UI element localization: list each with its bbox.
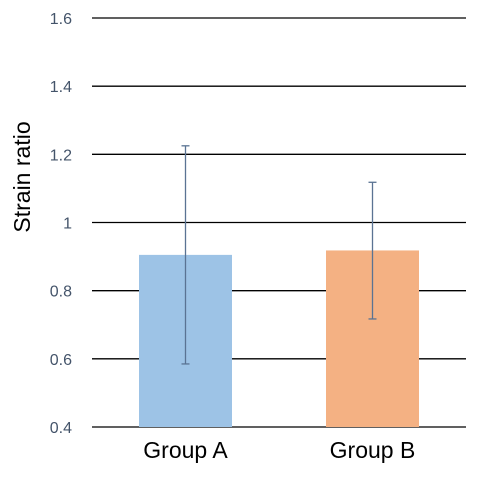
y-axis-ticks: 0.4 0.6 0.8 1 1.2 1.4 1.6: [50, 11, 72, 437]
bars: [139, 250, 419, 427]
y-tick-label: 1: [63, 216, 72, 233]
y-tick-label: 1.2: [50, 147, 72, 164]
y-axis-title: Strain ratio: [9, 121, 35, 232]
x-category-label: Group B: [330, 437, 416, 463]
error-bars: [181, 145, 377, 365]
y-tick-label: 1.6: [50, 11, 72, 28]
y-tick-label: 1.4: [50, 79, 72, 96]
x-axis-categories: Group A Group B: [143, 437, 415, 463]
y-tick-label: 0.8: [50, 284, 72, 301]
y-tick-label: 0.4: [50, 420, 72, 437]
x-category-label: Group A: [143, 437, 228, 463]
y-tick-label: 0.6: [50, 352, 72, 369]
